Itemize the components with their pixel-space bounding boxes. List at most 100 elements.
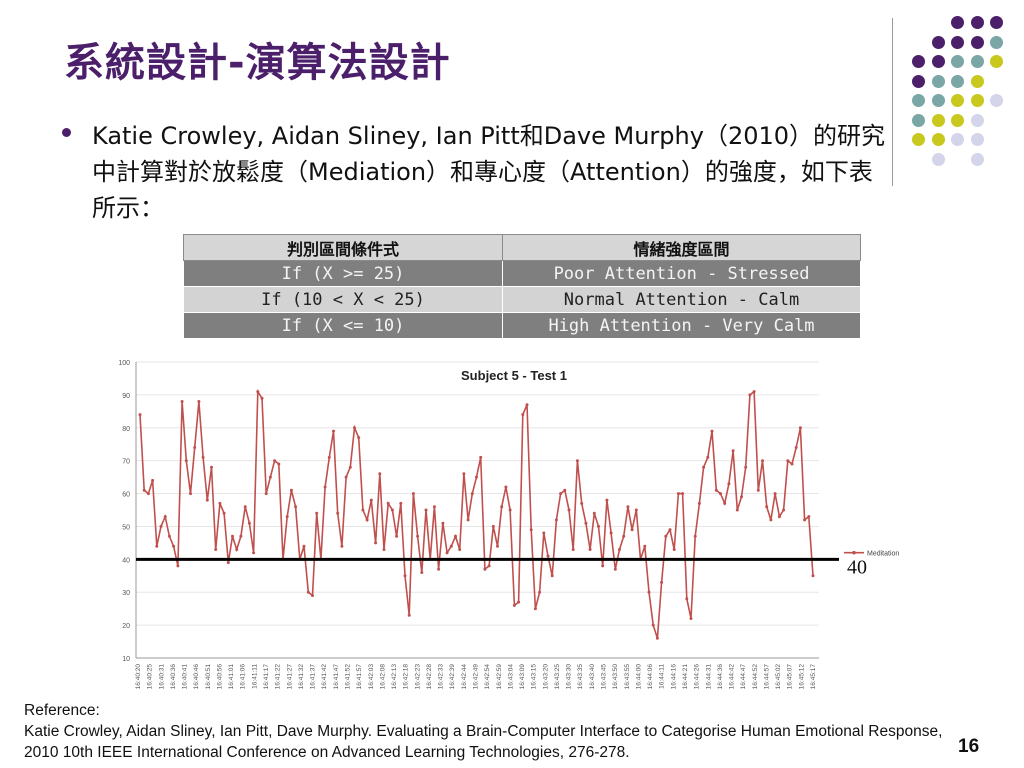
data-point: [618, 548, 621, 551]
reference-label: Reference:: [24, 702, 100, 719]
data-point: [289, 488, 293, 492]
x-tick-label: 16:42:28: [426, 664, 433, 690]
data-point: [142, 488, 146, 492]
y-tick-label: 100: [118, 360, 130, 367]
data-point: [702, 465, 706, 469]
data-point: [424, 508, 428, 512]
x-tick-label: 16:42:44: [461, 664, 468, 690]
data-point: [580, 501, 584, 505]
y-tick-label: 40: [122, 557, 130, 564]
decor-dot: [951, 113, 964, 127]
data-point: [340, 544, 344, 548]
table-header-condition: 判別區間條件式: [183, 234, 503, 261]
x-tick-label: 16:42:33: [438, 664, 445, 690]
page-number: 16: [958, 736, 980, 757]
x-tick-label: 16:44:42: [729, 664, 736, 690]
data-point: [252, 551, 256, 555]
data-point: [395, 534, 399, 538]
decor-dot: [912, 74, 925, 88]
data-point: [327, 455, 331, 459]
x-tick-label: 16:40:20: [135, 664, 142, 690]
x-tick-label: 16:44:36: [717, 664, 724, 690]
x-tick-label: 16:41:32: [298, 664, 305, 690]
x-tick-label: 16:42:59: [496, 664, 503, 690]
data-point: [567, 508, 571, 512]
data-point: [529, 528, 533, 532]
x-tick-label: 16:41:57: [356, 664, 363, 690]
decor-dot: [951, 74, 964, 88]
x-tick-label: 16:45:17: [810, 664, 817, 690]
decor-dot: [970, 16, 984, 29]
data-point: [193, 446, 197, 449]
x-tick-label: 16:44:47: [740, 664, 747, 690]
data-point: [626, 505, 630, 509]
data-point: [441, 521, 445, 525]
x-tick-label: 16:42:54: [484, 664, 491, 690]
chart-svg: 10 20 30 40 50 60 70 80 90 100 Subject 5 - Test 1 1…: [112, 354, 908, 694]
data-point: [689, 617, 693, 620]
data-point: [647, 590, 651, 594]
data-point: [672, 548, 676, 551]
decor-dot: [990, 55, 1003, 68]
data-point: [550, 574, 554, 578]
x-tick-label: 16:40:31: [158, 664, 165, 690]
data-point: [752, 390, 756, 394]
data-point: [575, 459, 579, 463]
data-point: [256, 390, 260, 394]
data-point: [554, 518, 558, 522]
data-point: [273, 459, 277, 463]
data-point: [613, 567, 617, 571]
data-point: [735, 508, 739, 512]
data-point: [243, 505, 247, 509]
data-point: [643, 544, 647, 548]
data-point: [798, 426, 802, 430]
decor-dot: [951, 94, 964, 107]
decor-dot: [970, 74, 984, 88]
data-point: [655, 636, 659, 640]
data-point: [533, 607, 537, 611]
decor-dot: [931, 55, 945, 68]
decor-dot: [912, 94, 925, 107]
data-point: [773, 492, 777, 496]
data-point: [163, 515, 167, 519]
data-point: [462, 472, 466, 476]
table-cell: If (X <= 10): [183, 312, 503, 339]
data-point: [357, 436, 361, 440]
data-point: [487, 564, 491, 568]
data-point: [260, 396, 264, 400]
data-point: [432, 505, 436, 509]
data-point: [437, 567, 441, 571]
data-point: [584, 521, 588, 525]
x-tick-label: 16:41:42: [321, 664, 328, 690]
x-tick-label: 16:44:16: [670, 664, 677, 690]
decor-dot: [931, 133, 945, 146]
table-cell: Poor Attention - Stressed: [502, 260, 861, 287]
data-point: [466, 518, 470, 522]
data-point: [508, 508, 512, 512]
x-tick-label: 16:45:07: [787, 664, 794, 690]
x-tick-label: 16:40:36: [170, 664, 177, 690]
data-point: [390, 508, 394, 512]
y-tick-label: 80: [122, 426, 130, 433]
x-tick-label: 16:41:22: [275, 664, 282, 690]
x-tick-label: 16:43:15: [531, 664, 538, 690]
data-point: [277, 462, 281, 466]
data-point: [226, 561, 230, 565]
decor-dot: [951, 133, 964, 146]
data-point: [239, 534, 243, 538]
condition-table: 判別區間條件式 情緒強度區間 If (X >= 25) Poor Attenti…: [183, 234, 861, 339]
x-tick-label: 16:42:18: [403, 664, 410, 690]
data-point: [205, 498, 209, 502]
data-point: [542, 531, 546, 535]
decor-dot: [951, 35, 964, 49]
data-point: [336, 511, 340, 515]
x-tick-label: 16:45:02: [775, 664, 782, 690]
x-tick-label: 16:43:45: [601, 664, 608, 690]
legend-marker: [852, 550, 856, 555]
y-tick-label: 90: [122, 393, 130, 400]
decor-dot: [970, 113, 984, 127]
data-point: [222, 511, 226, 515]
data-point: [782, 508, 786, 512]
data-point: [454, 534, 457, 538]
x-tick-label: 16:44:21: [682, 664, 689, 690]
